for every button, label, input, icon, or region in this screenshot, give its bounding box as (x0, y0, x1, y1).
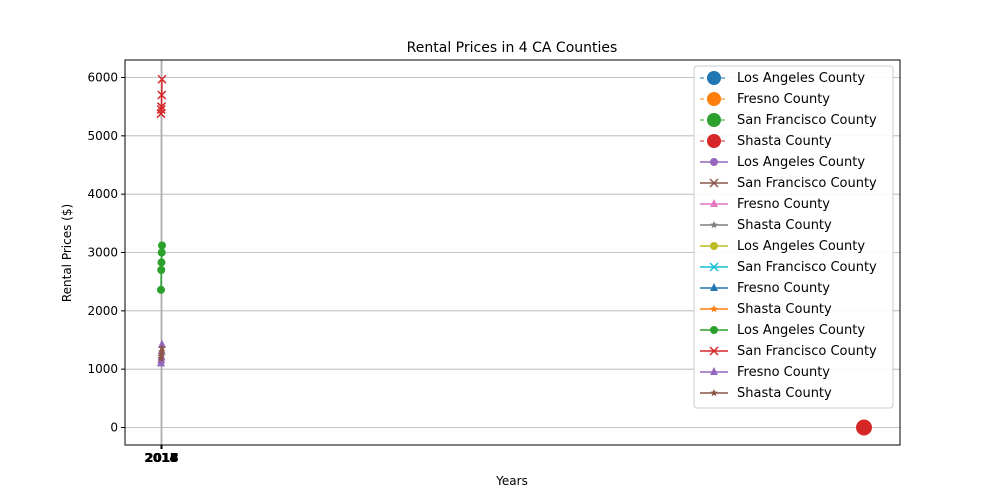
data-point-shasta-county (157, 347, 166, 355)
legend-label: Los Angeles County (737, 71, 865, 86)
y-axis-ticks: 0 1000 2000 3000 4000 5000 6000 (87, 71, 125, 435)
data-point-san-francisco-county (157, 90, 167, 100)
legend-label: Shasta County (737, 302, 832, 317)
data-point-shasta-county (158, 344, 166, 352)
legend-label: San Francisco County (737, 113, 877, 128)
legend-box (693, 65, 894, 409)
y-tick-label: 4000 (87, 187, 118, 201)
data-point-los-angeles-county (158, 241, 166, 250)
data-point-los-angeles-county (157, 266, 166, 274)
x-tick-label: 2017 (145, 451, 178, 465)
legend-label: Fresno County (737, 92, 830, 107)
legend-marker (710, 242, 718, 250)
legend-marker (710, 283, 718, 291)
data-point-san-francisco-county (156, 105, 166, 115)
legend-marker (709, 178, 719, 188)
legend-marker (710, 389, 718, 397)
legend-marker (707, 134, 721, 148)
x-tick-label: 2016 (145, 451, 178, 465)
data-point-los-angeles-county (157, 285, 165, 294)
y-tick-label: 5000 (87, 129, 118, 143)
y-tick-label: 6000 (87, 71, 118, 85)
legend-marker (709, 262, 719, 272)
data-point-los-angeles-county (157, 248, 166, 257)
legend-marker (710, 326, 718, 334)
series-group (156, 74, 872, 436)
legend-label: San Francisco County (737, 260, 877, 275)
data-point-fresno-county (158, 339, 166, 348)
x-axis-label: Years (495, 474, 528, 488)
legend-label: Shasta County (737, 218, 832, 233)
legend-marker (710, 221, 718, 229)
y-axis-label: Rental Prices ($) (60, 204, 74, 302)
stray-data-point (856, 419, 872, 436)
legend-label: Los Angeles County (737, 155, 865, 170)
legend-marker (710, 305, 718, 313)
legend-label: San Francisco County (737, 176, 877, 191)
legend-label: San Francisco County (737, 344, 877, 359)
x-tick-label: 2014 (144, 451, 177, 465)
data-point-san-francisco-county (157, 74, 167, 84)
data-point-san-francisco-county (156, 102, 167, 112)
y-tick-label: 0 (110, 421, 118, 435)
x-tick-label: 2015 (145, 451, 178, 465)
legend-label: Fresno County (737, 197, 830, 212)
grid-lines (125, 60, 900, 445)
legend-marker (707, 113, 721, 127)
legend: Los Angeles County Fresno County San Franc… (693, 65, 894, 409)
legend-label: Fresno County (737, 365, 830, 380)
y-tick-label: 2000 (87, 304, 118, 318)
chart-title: Rental Prices in 4 CA Counties (407, 40, 618, 56)
legend-marker (710, 367, 718, 375)
legend-label: Los Angeles County (737, 323, 865, 338)
y-tick-label: 1000 (87, 362, 118, 376)
legend-label: Shasta County (737, 134, 832, 149)
legend-marker (710, 158, 718, 166)
legend-label: Los Angeles County (737, 239, 865, 254)
data-point-los-angeles-county (157, 258, 166, 267)
plot-frame (124, 59, 901, 446)
x-tick-label: 2018 (145, 451, 178, 465)
legend-marker (707, 71, 721, 85)
legend-label: Shasta County (737, 386, 832, 401)
legend-label: Fresno County (737, 281, 830, 296)
legend-marker (710, 199, 718, 207)
y-tick-label: 3000 (87, 246, 118, 260)
legend-marker (707, 92, 721, 106)
data-point-shasta-county (157, 354, 165, 362)
legend-marker (709, 346, 719, 356)
